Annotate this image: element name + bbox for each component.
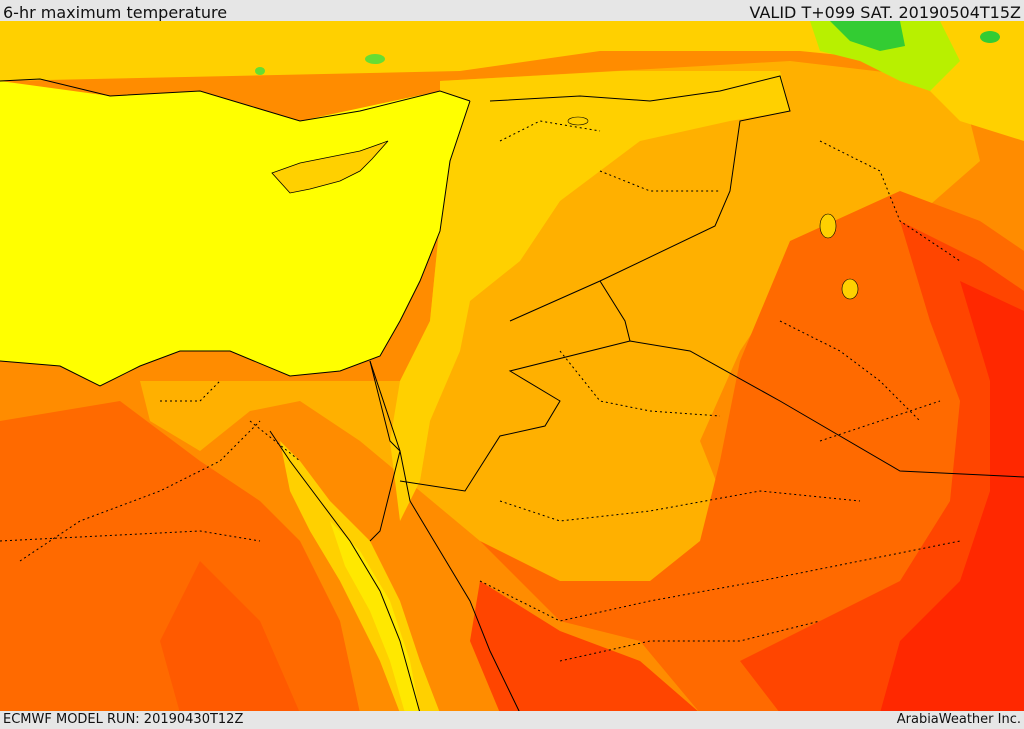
green-spot-small <box>365 54 385 64</box>
green-spot-west <box>255 67 265 75</box>
dark-orange-west <box>0 401 360 713</box>
green-patch <box>830 21 905 51</box>
gold-zone-north <box>0 21 1024 141</box>
temperature-map[interactable] <box>0 21 1024 713</box>
border-iraq-saudi <box>599 280 1024 478</box>
province-lines <box>0 120 961 662</box>
green-spot <box>980 31 1000 43</box>
border-egypt-israel <box>369 360 401 452</box>
amber-zone <box>140 61 980 621</box>
red-core <box>880 281 1024 713</box>
dark-orange-east <box>480 191 1024 713</box>
red-orange-west <box>160 561 300 713</box>
red-sea-inner <box>330 521 420 713</box>
border-jordan-saudi <box>399 340 631 492</box>
valid-time-label: VALID T+099 SAT. 20190504T15Z <box>749 3 1021 22</box>
cyprus-island <box>271 140 389 194</box>
model-run-label: ECMWF MODEL RUN: 20190430T12Z <box>3 712 244 727</box>
gold-zone <box>390 71 790 521</box>
iraq-lake <box>819 213 837 239</box>
border-syria-iraq <box>489 75 791 322</box>
coastline-redsea-west <box>269 430 421 713</box>
lake-assad <box>567 116 589 126</box>
footer-bar: ECMWF MODEL RUN: 20190430T12Z ArabiaWeat… <box>0 711 1024 729</box>
header-bar: 6-hr maximum temperature VALID T+099 SAT… <box>0 0 1024 22</box>
coastline-redsea-east <box>399 450 521 713</box>
credit-label: ArabiaWeather Inc. <box>896 712 1021 727</box>
coastline-turkey <box>0 78 471 122</box>
coastline-med <box>0 100 471 387</box>
red-orange-south <box>470 581 700 713</box>
iraq-lake-2 <box>841 278 859 300</box>
map-title: 6-hr maximum temperature <box>3 3 228 22</box>
